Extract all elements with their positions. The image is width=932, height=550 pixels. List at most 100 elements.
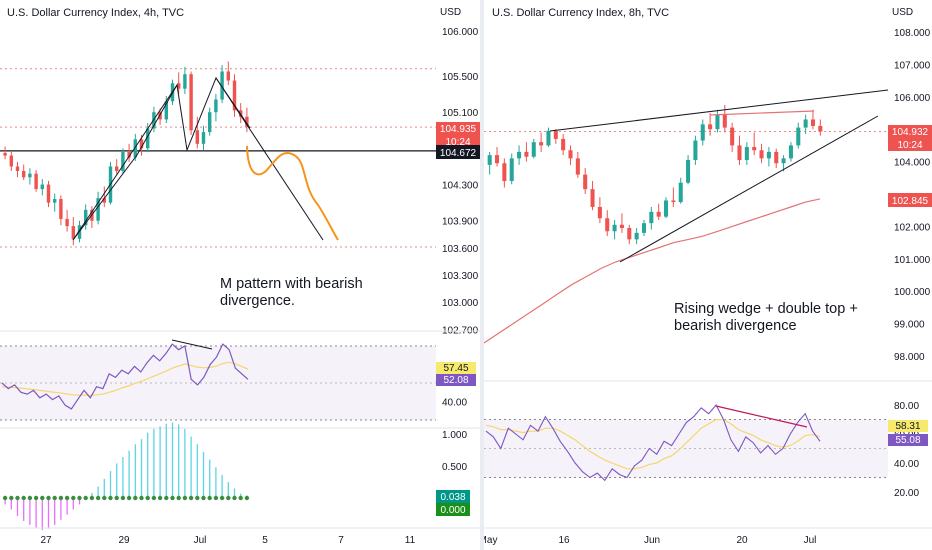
price-candle — [176, 83, 181, 89]
zero-dot — [120, 495, 126, 501]
countdown-badge-bg — [888, 138, 932, 151]
price-tick-label: 105.500 — [442, 72, 479, 83]
last-price-badge-bg — [436, 122, 480, 135]
price-tick-label: 105.100 — [442, 108, 479, 119]
price-candle — [715, 114, 720, 130]
zero-dot — [145, 495, 150, 501]
zero-dot — [108, 495, 113, 501]
price-tick-label: 103.900 — [442, 217, 479, 228]
zero-dot — [95, 495, 101, 501]
zero-dot — [21, 495, 26, 501]
price-tick-label: 102.000 — [894, 222, 931, 233]
zero-dot — [244, 495, 250, 501]
x-tick-label: 27 — [40, 535, 52, 546]
zero-dot — [201, 495, 206, 501]
price-candle — [818, 125, 823, 132]
rsi-badge-bg — [436, 374, 476, 386]
left-chart-svg[interactable]: 106.000 105.500 105.100 104.300 103.900 103.6… — [0, 0, 480, 550]
zero-dot — [238, 495, 243, 501]
price-tick-label: 108.000 — [894, 28, 931, 39]
x-tick-label: Jun — [644, 535, 660, 546]
zero-dot — [164, 495, 169, 501]
price-candle — [3, 152, 7, 156]
price-candle — [127, 151, 131, 158]
zero-dot — [40, 495, 45, 501]
price-candle — [158, 112, 162, 120]
price-candle — [597, 206, 602, 219]
neckline-badge-bg — [436, 145, 480, 159]
price-candle — [96, 198, 100, 221]
price-candle — [245, 116, 249, 127]
price-candle — [619, 224, 624, 229]
price-tick-label: 104.000 — [894, 158, 931, 169]
price-candle — [121, 151, 125, 171]
price-candle — [509, 158, 514, 182]
hist-tick-label: 1.000 — [442, 430, 467, 441]
zero-dot — [170, 495, 175, 501]
right-chart-svg[interactable]: 108.000107.000106.000105.000104.000102.0… — [484, 0, 932, 550]
price-tick-label: 98.000 — [894, 352, 925, 363]
x-tick-label: 16 — [558, 535, 570, 546]
price-candle — [9, 155, 14, 167]
price-candle — [34, 173, 38, 190]
price-candle — [539, 142, 544, 146]
rsi-ma-badge: 57.45 — [443, 363, 468, 374]
rsi-ma-badge-bg — [436, 362, 476, 374]
rsi-ma-line — [1, 361, 249, 397]
price-candle — [708, 124, 713, 130]
zero-dot — [89, 495, 95, 501]
price-candle — [40, 184, 45, 190]
price-candle — [693, 140, 698, 160]
price-candle — [744, 147, 749, 160]
divergence-line — [171, 339, 213, 350]
zero-dot — [83, 495, 88, 501]
zero-dot — [219, 495, 225, 501]
hist-zero-badge: 0.000 — [440, 505, 465, 516]
price-candle — [788, 145, 793, 159]
price-candle — [803, 119, 808, 128]
annotation-note: Rising wedge + double top + bearish dive… — [674, 301, 858, 334]
price-candle — [71, 226, 76, 239]
x-tick-label: 7 — [338, 535, 344, 546]
price-candle — [46, 184, 51, 203]
hist-tick-label: 0.500 — [442, 462, 467, 473]
price-unit-label: USD — [892, 7, 914, 18]
price-tick-label: 104.300 — [442, 181, 479, 192]
countdown-badge: 10:24 — [897, 140, 922, 151]
rsi-badge-bg — [888, 434, 928, 446]
price-candle — [517, 151, 522, 159]
price-candle — [214, 99, 218, 113]
zero-dot — [182, 495, 188, 501]
ma-price-badge: 102.845 — [892, 196, 929, 207]
price-candle — [575, 158, 580, 175]
price-candle — [766, 151, 771, 159]
price-candle — [796, 127, 801, 146]
price-candle — [649, 211, 654, 224]
price-candle — [164, 101, 169, 120]
price-candle — [568, 150, 573, 159]
price-candle — [83, 209, 88, 226]
price-candle — [201, 132, 206, 144]
right-chart-panel: U.S. Dollar Currency Index, 8h, TVC USD … — [484, 0, 932, 550]
price-candle — [686, 159, 691, 183]
price-candle — [656, 211, 661, 217]
price-candle — [495, 155, 500, 164]
m-pattern-line — [72, 76, 324, 241]
zero-dot — [151, 495, 157, 501]
price-candle — [730, 127, 735, 146]
x-tick-label: 20 — [736, 535, 748, 546]
price-candle — [752, 147, 757, 151]
zero-dot — [114, 495, 119, 501]
zero-dot — [176, 495, 181, 501]
wedge-upper-line — [549, 89, 889, 132]
price-candle — [678, 182, 683, 203]
price-candle — [553, 130, 558, 139]
zero-dot — [126, 495, 132, 501]
price-candle — [781, 158, 786, 164]
price-candle — [15, 166, 20, 171]
pane-divider[interactable] — [480, 0, 484, 550]
price-tick-label: 106.000 — [442, 27, 479, 38]
last-price-badge-bg — [888, 125, 932, 138]
price-candle — [207, 112, 212, 133]
zero-dot — [139, 495, 144, 501]
